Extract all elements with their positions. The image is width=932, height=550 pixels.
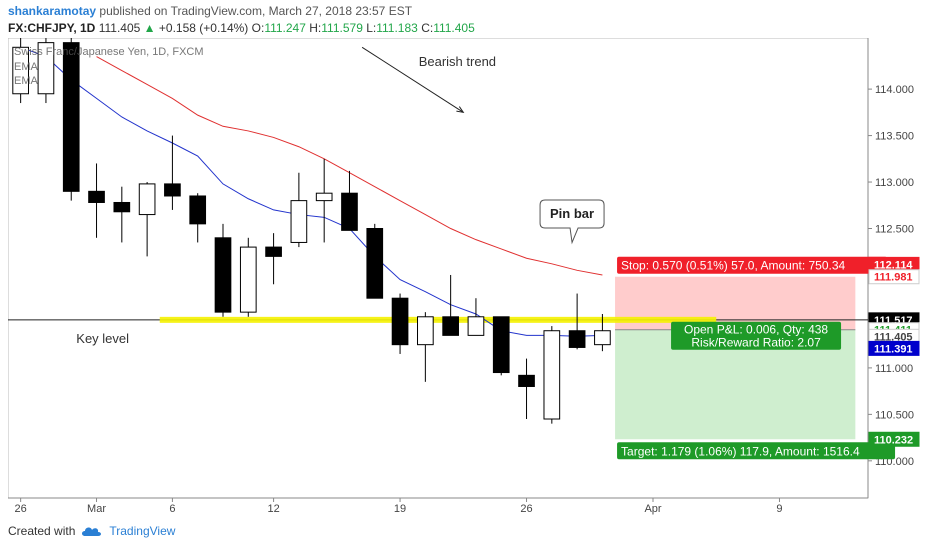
published-text: published on TradingView.com, March 27, … [99, 4, 413, 18]
close-value: 111.405 [433, 21, 475, 35]
y-tick-label: 112.500 [875, 224, 914, 236]
open-label: O: [251, 21, 265, 35]
footer: Created with TradingView [8, 524, 175, 538]
x-tick-label: 19 [394, 503, 406, 515]
trend-arrow-head [456, 106, 465, 114]
price-label: 110.232 [874, 434, 913, 446]
candle-body [138, 183, 156, 216]
candle-body [189, 195, 207, 225]
pnl-label-box [671, 321, 842, 350]
key-level-label: Key level [76, 331, 129, 346]
price-label-box [868, 269, 920, 285]
ticker-line: FX:CHFJPY, 1D 111.405 ▲ +0.158 (+0.14%) … [8, 21, 475, 35]
x-tick-label: 26 [15, 503, 27, 515]
candle-body [417, 316, 434, 346]
x-tick-label: Mar [87, 503, 106, 515]
callout-bubble [539, 199, 605, 245]
x-tick-label: 6 [169, 503, 175, 515]
y-tick-label: 114.000 [875, 84, 914, 96]
candle-body [568, 330, 586, 348]
candle-body [543, 330, 561, 420]
candle-body [467, 316, 485, 336]
x-tick-label: 12 [267, 503, 279, 515]
candle-body [492, 316, 510, 374]
chart-frame[interactable]: 114.000113.500113.000112.500112.000111.5… [7, 33, 928, 518]
candle-body [391, 297, 409, 346]
candle-body [239, 246, 257, 313]
price-label-box [868, 340, 920, 356]
symbol[interactable]: FX:CHFJPY, 1D [8, 21, 96, 35]
candle-body [518, 374, 535, 387]
candle-body [88, 190, 105, 203]
pnl-label: Open P&L: 0.006, Qty: 438 [684, 323, 828, 337]
key-level-band [159, 316, 717, 323]
legend-entry: EMA [14, 75, 39, 87]
candle-body [164, 183, 181, 197]
callout-label: Pin bar [550, 206, 594, 221]
candle-body [12, 46, 29, 95]
low-value: 111.183 [376, 21, 418, 35]
price-chart[interactable]: 114.000113.500113.000112.500112.000111.5… [7, 33, 928, 518]
published-line: shankaramotay published on TradingView.c… [8, 4, 412, 18]
target-label: Target: 1.179 (1.06%) 117.9, Amount: 151… [621, 444, 860, 458]
price-label: 111.391 [874, 343, 913, 355]
price-label: 111.981 [874, 272, 913, 284]
close-label: C: [421, 21, 434, 35]
created-with-text: Created with [8, 524, 76, 538]
x-tick-label: 26 [520, 503, 532, 515]
high-value: 111.579 [321, 21, 363, 35]
y-tick-label: 113.000 [875, 177, 914, 189]
x-tick-label: Apr [644, 503, 661, 515]
candle-body [37, 42, 55, 95]
candle-body [214, 237, 232, 313]
trend-arrow-line [361, 46, 464, 113]
y-tick-label: 110.500 [875, 409, 914, 421]
high-label: H: [309, 21, 322, 35]
candle-body [315, 192, 333, 202]
price-label-box [868, 431, 920, 447]
change-arrow-icon: ▲ [143, 21, 156, 35]
candle-body [113, 201, 131, 213]
y-tick-label: 113.500 [875, 131, 914, 143]
candle-body [594, 330, 611, 346]
stop-label-box [617, 256, 888, 274]
target-label-box [617, 442, 896, 460]
low-label: L: [366, 21, 377, 35]
candle-body [341, 192, 358, 231]
candle-body [62, 42, 80, 192]
risk-reward-label: Risk/Reward Ratio: 2.07 [691, 336, 821, 350]
open-value: 111.247 [264, 21, 306, 35]
change-value: +0.158 (+0.14%) [158, 21, 249, 35]
candle-body [265, 246, 282, 257]
candle-body [442, 316, 459, 336]
candle-body [366, 228, 384, 299]
tradingview-link[interactable]: TradingView [109, 524, 176, 538]
x-tick-label: 9 [776, 503, 782, 515]
legend-entry: EMA [14, 61, 39, 73]
trend-label: Bearish trend [419, 54, 496, 69]
price-label: 112.114 [874, 259, 913, 271]
last-price: 111.405 [98, 21, 141, 35]
y-tick-label: 111.000 [875, 363, 913, 375]
candle-body [290, 200, 308, 243]
author-link[interactable]: shankaramotay [8, 4, 97, 18]
stop-label: Stop: 0.570 (0.51%) 57.0, Amount: 750.34 [621, 259, 845, 273]
chart-title: Swiss Franc/Japanese Yen, 1D, FXCM [14, 46, 204, 58]
price-label: 111.405 [874, 331, 913, 343]
tradingview-cloud-icon [82, 527, 102, 536]
